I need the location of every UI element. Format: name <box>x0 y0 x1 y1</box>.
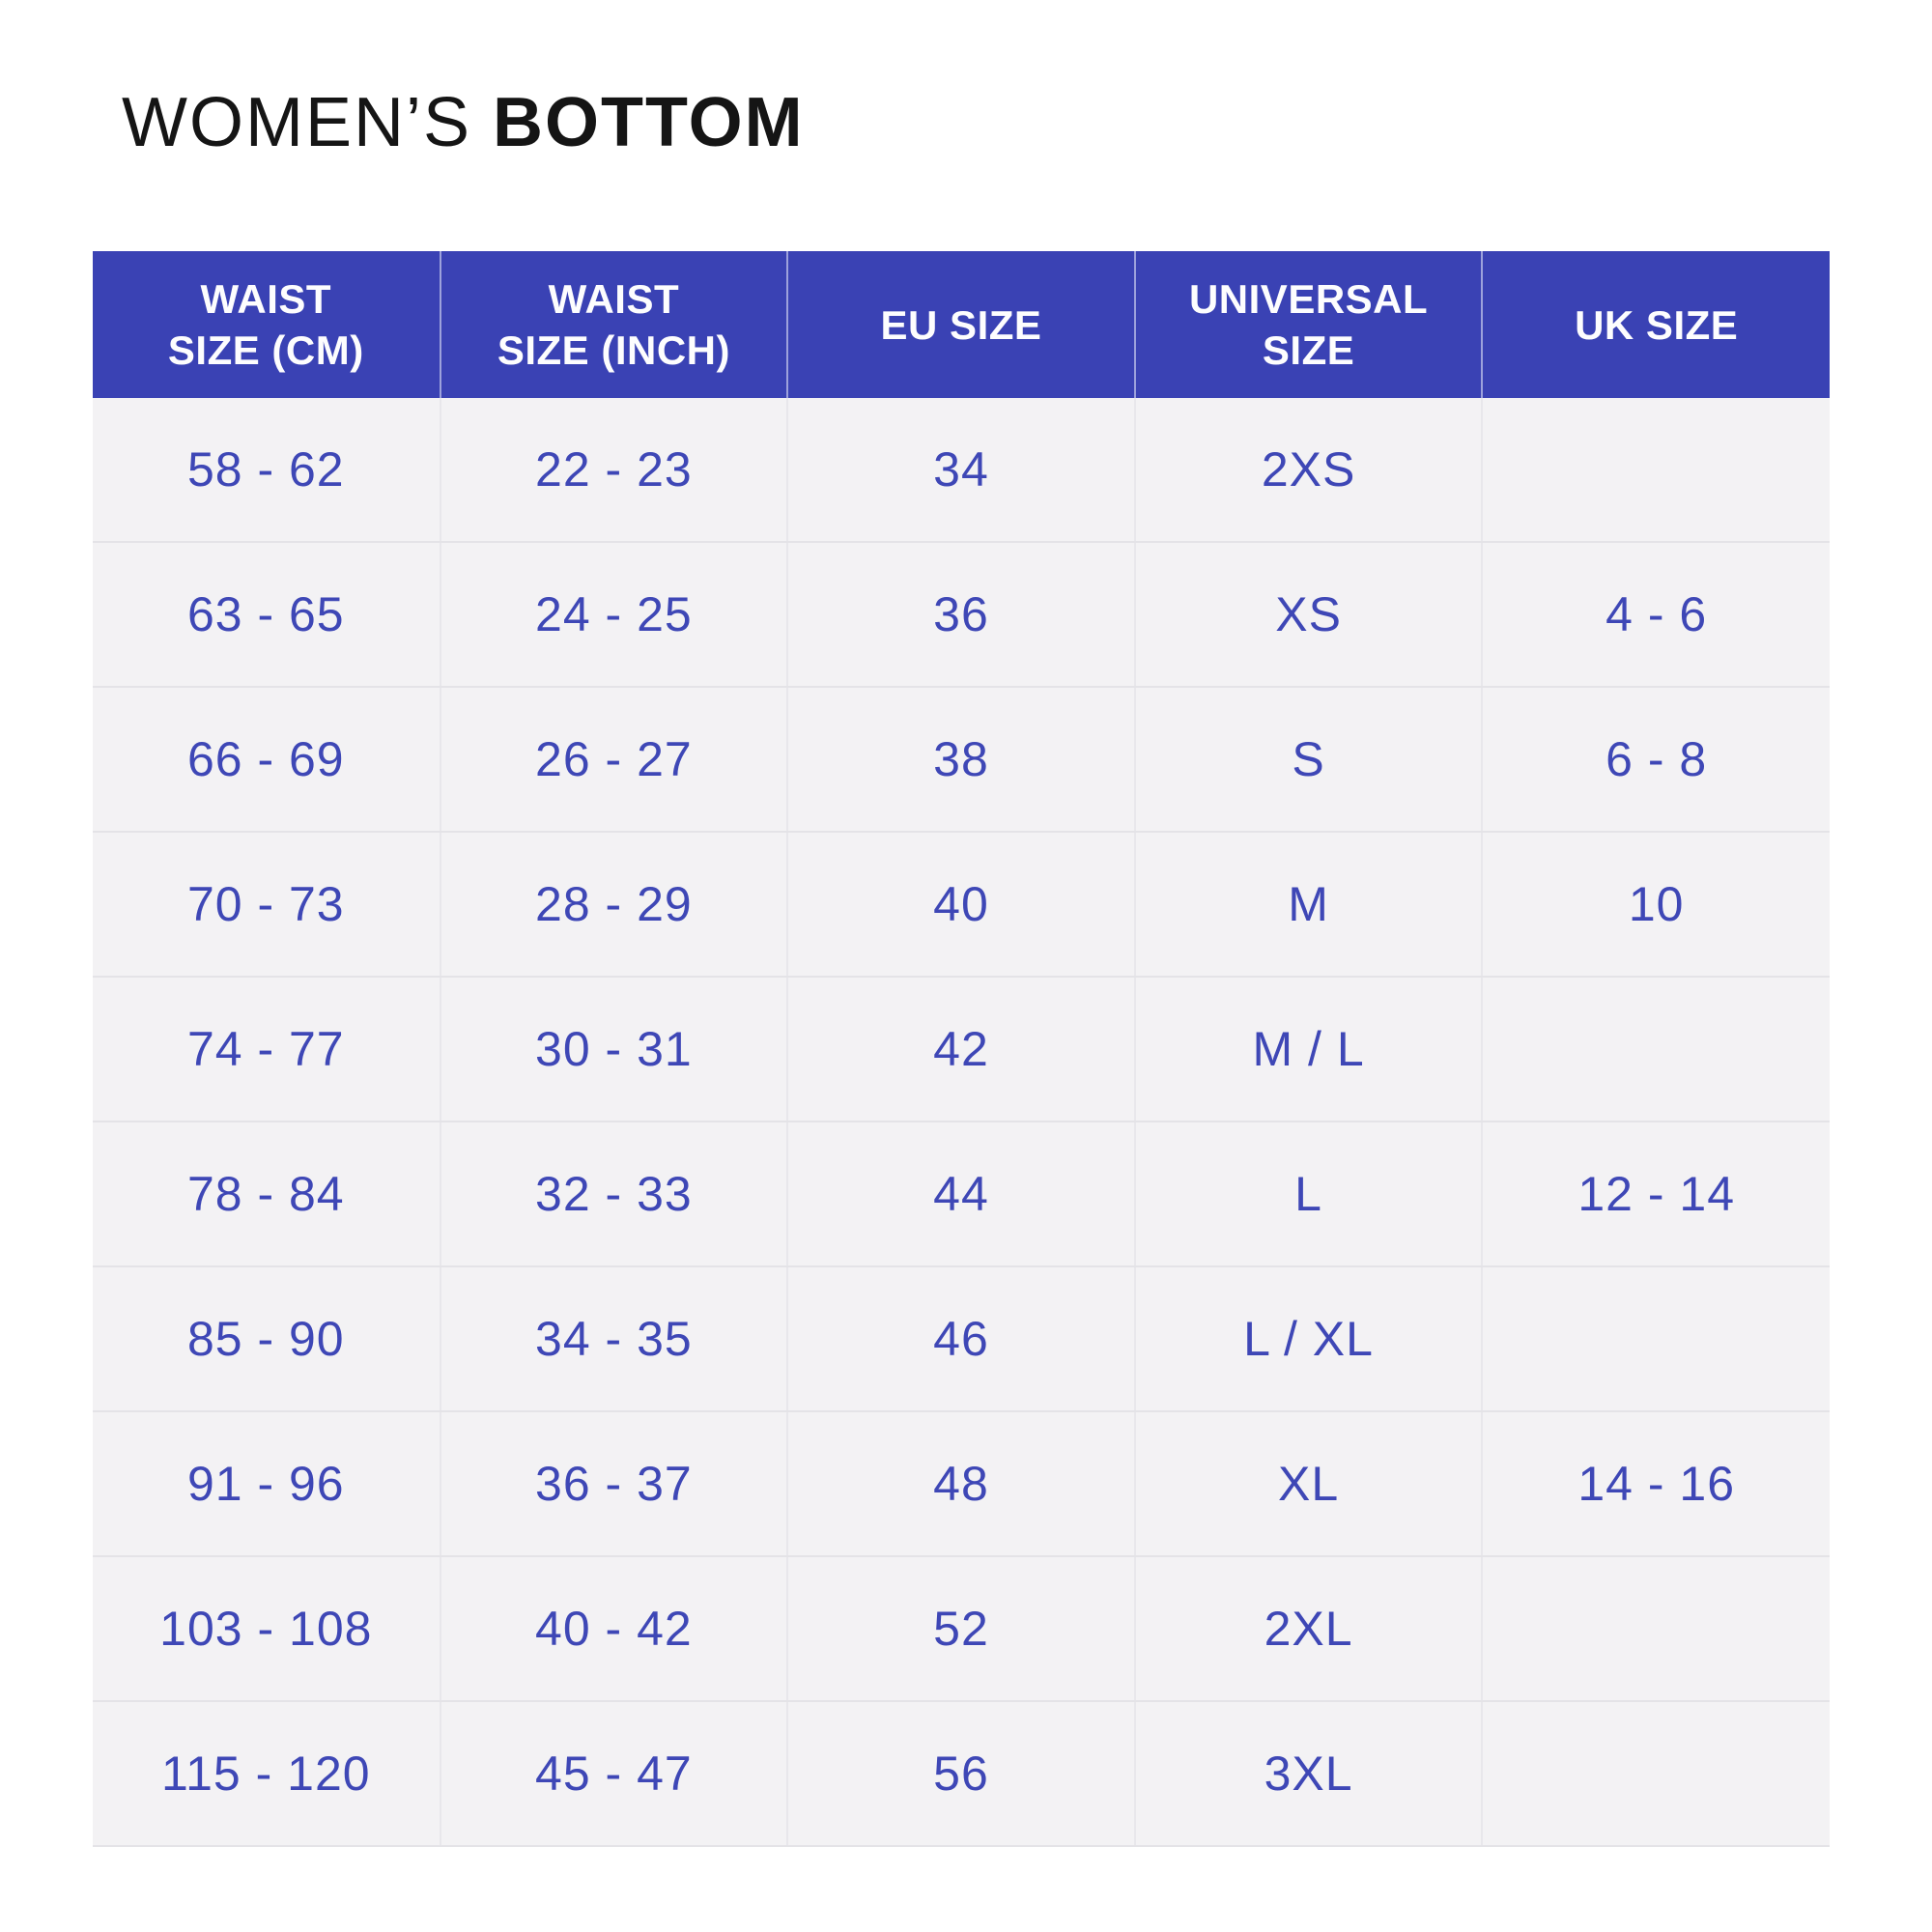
size-table: WAIST SIZE (CM) WAIST SIZE (INCH) EU SIZE U… <box>93 251 1830 1847</box>
table-cell: 30 - 31 <box>440 977 789 1122</box>
table-cell: 24 - 25 <box>440 542 789 688</box>
table-cell: 103 - 108 <box>93 1556 441 1702</box>
table-cell: 3XL <box>1134 1701 1484 1847</box>
column-header: EU SIZE <box>787 251 1136 398</box>
table-cell: S <box>1134 687 1484 833</box>
table-cell: 115 - 120 <box>93 1701 441 1847</box>
table-row: 78 - 84 32 - 33 44 L 12 - 14 <box>93 1122 1830 1267</box>
table-cell: 12 - 14 <box>1482 1122 1830 1267</box>
table-cell: 44 <box>787 1122 1136 1267</box>
table-cell: 14 - 16 <box>1482 1411 1830 1557</box>
table-cell: XS <box>1134 542 1484 688</box>
table-cell: 40 <box>787 832 1136 978</box>
table-cell: 2XS <box>1134 398 1484 543</box>
table-cell: 66 - 69 <box>93 687 441 833</box>
table-cell: M <box>1134 832 1484 978</box>
table-cell: M / L <box>1134 977 1484 1122</box>
title-regular: WOMEN’S <box>122 84 471 161</box>
table-cell: 58 - 62 <box>93 398 441 543</box>
table-cell: 6 - 8 <box>1482 687 1830 833</box>
column-header: UK SIZE <box>1482 251 1830 398</box>
table-cell: 63 - 65 <box>93 542 441 688</box>
table-cell: 36 <box>787 542 1136 688</box>
column-header: UNIVERSAL SIZE <box>1134 251 1484 398</box>
table-body: 58 - 62 22 - 23 34 2XS 63 - 65 24 - 25 36 XS 4 -… <box>93 398 1830 1847</box>
table-cell: XL <box>1134 1411 1484 1557</box>
table-cell: 2XL <box>1134 1556 1484 1702</box>
table-cell <box>1482 977 1830 1122</box>
table-cell: 38 <box>787 687 1136 833</box>
table-row: 58 - 62 22 - 23 34 2XS <box>93 398 1830 543</box>
table-header: WAIST SIZE (CM) WAIST SIZE (INCH) EU SIZE U… <box>93 251 1830 398</box>
table-cell: 78 - 84 <box>93 1122 441 1267</box>
table-cell: L / XL <box>1134 1266 1484 1412</box>
table-cell <box>1482 1556 1830 1702</box>
table-cell: 22 - 23 <box>440 398 789 543</box>
table-cell: 36 - 37 <box>440 1411 789 1557</box>
table-cell: 32 - 33 <box>440 1122 789 1267</box>
table-cell: 74 - 77 <box>93 977 441 1122</box>
table-cell: 4 - 6 <box>1482 542 1830 688</box>
table-row: 115 - 120 45 - 47 56 3XL <box>93 1701 1830 1847</box>
table-cell: 56 <box>787 1701 1136 1847</box>
table-cell: 85 - 90 <box>93 1266 441 1412</box>
table-cell: 28 - 29 <box>440 832 789 978</box>
column-header: WAIST SIZE (CM) <box>93 251 441 398</box>
table-cell: 26 - 27 <box>440 687 789 833</box>
table-cell <box>1482 1701 1830 1847</box>
table-cell: 45 - 47 <box>440 1701 789 1847</box>
table-cell: 34 <box>787 398 1136 543</box>
page-title: WOMEN’S BOTTOM <box>122 85 805 160</box>
table-cell: 46 <box>787 1266 1136 1412</box>
table-header-row: WAIST SIZE (CM) WAIST SIZE (INCH) EU SIZE U… <box>93 251 1830 398</box>
table-row: 74 - 77 30 - 31 42 M / L <box>93 977 1830 1122</box>
table-row: 70 - 73 28 - 29 40 M 10 <box>93 832 1830 978</box>
table-row: 66 - 69 26 - 27 38 S 6 - 8 <box>93 687 1830 833</box>
table-cell: 48 <box>787 1411 1136 1557</box>
table-cell: 40 - 42 <box>440 1556 789 1702</box>
table-cell: 42 <box>787 977 1136 1122</box>
table-row: 91 - 96 36 - 37 48 XL 14 - 16 <box>93 1411 1830 1557</box>
table-cell: 91 - 96 <box>93 1411 441 1557</box>
table-cell: 70 - 73 <box>93 832 441 978</box>
column-header: WAIST SIZE (INCH) <box>440 251 789 398</box>
table-row: 63 - 65 24 - 25 36 XS 4 - 6 <box>93 542 1830 688</box>
table-row: 85 - 90 34 - 35 46 L / XL <box>93 1266 1830 1412</box>
table-cell: L <box>1134 1122 1484 1267</box>
table-cell: 10 <box>1482 832 1830 978</box>
table-cell <box>1482 398 1830 543</box>
table-cell: 52 <box>787 1556 1136 1702</box>
table-cell <box>1482 1266 1830 1412</box>
table-row: 103 - 108 40 - 42 52 2XL <box>93 1556 1830 1702</box>
table-cell: 34 - 35 <box>440 1266 789 1412</box>
title-bold: BOTTOM <box>493 84 805 161</box>
